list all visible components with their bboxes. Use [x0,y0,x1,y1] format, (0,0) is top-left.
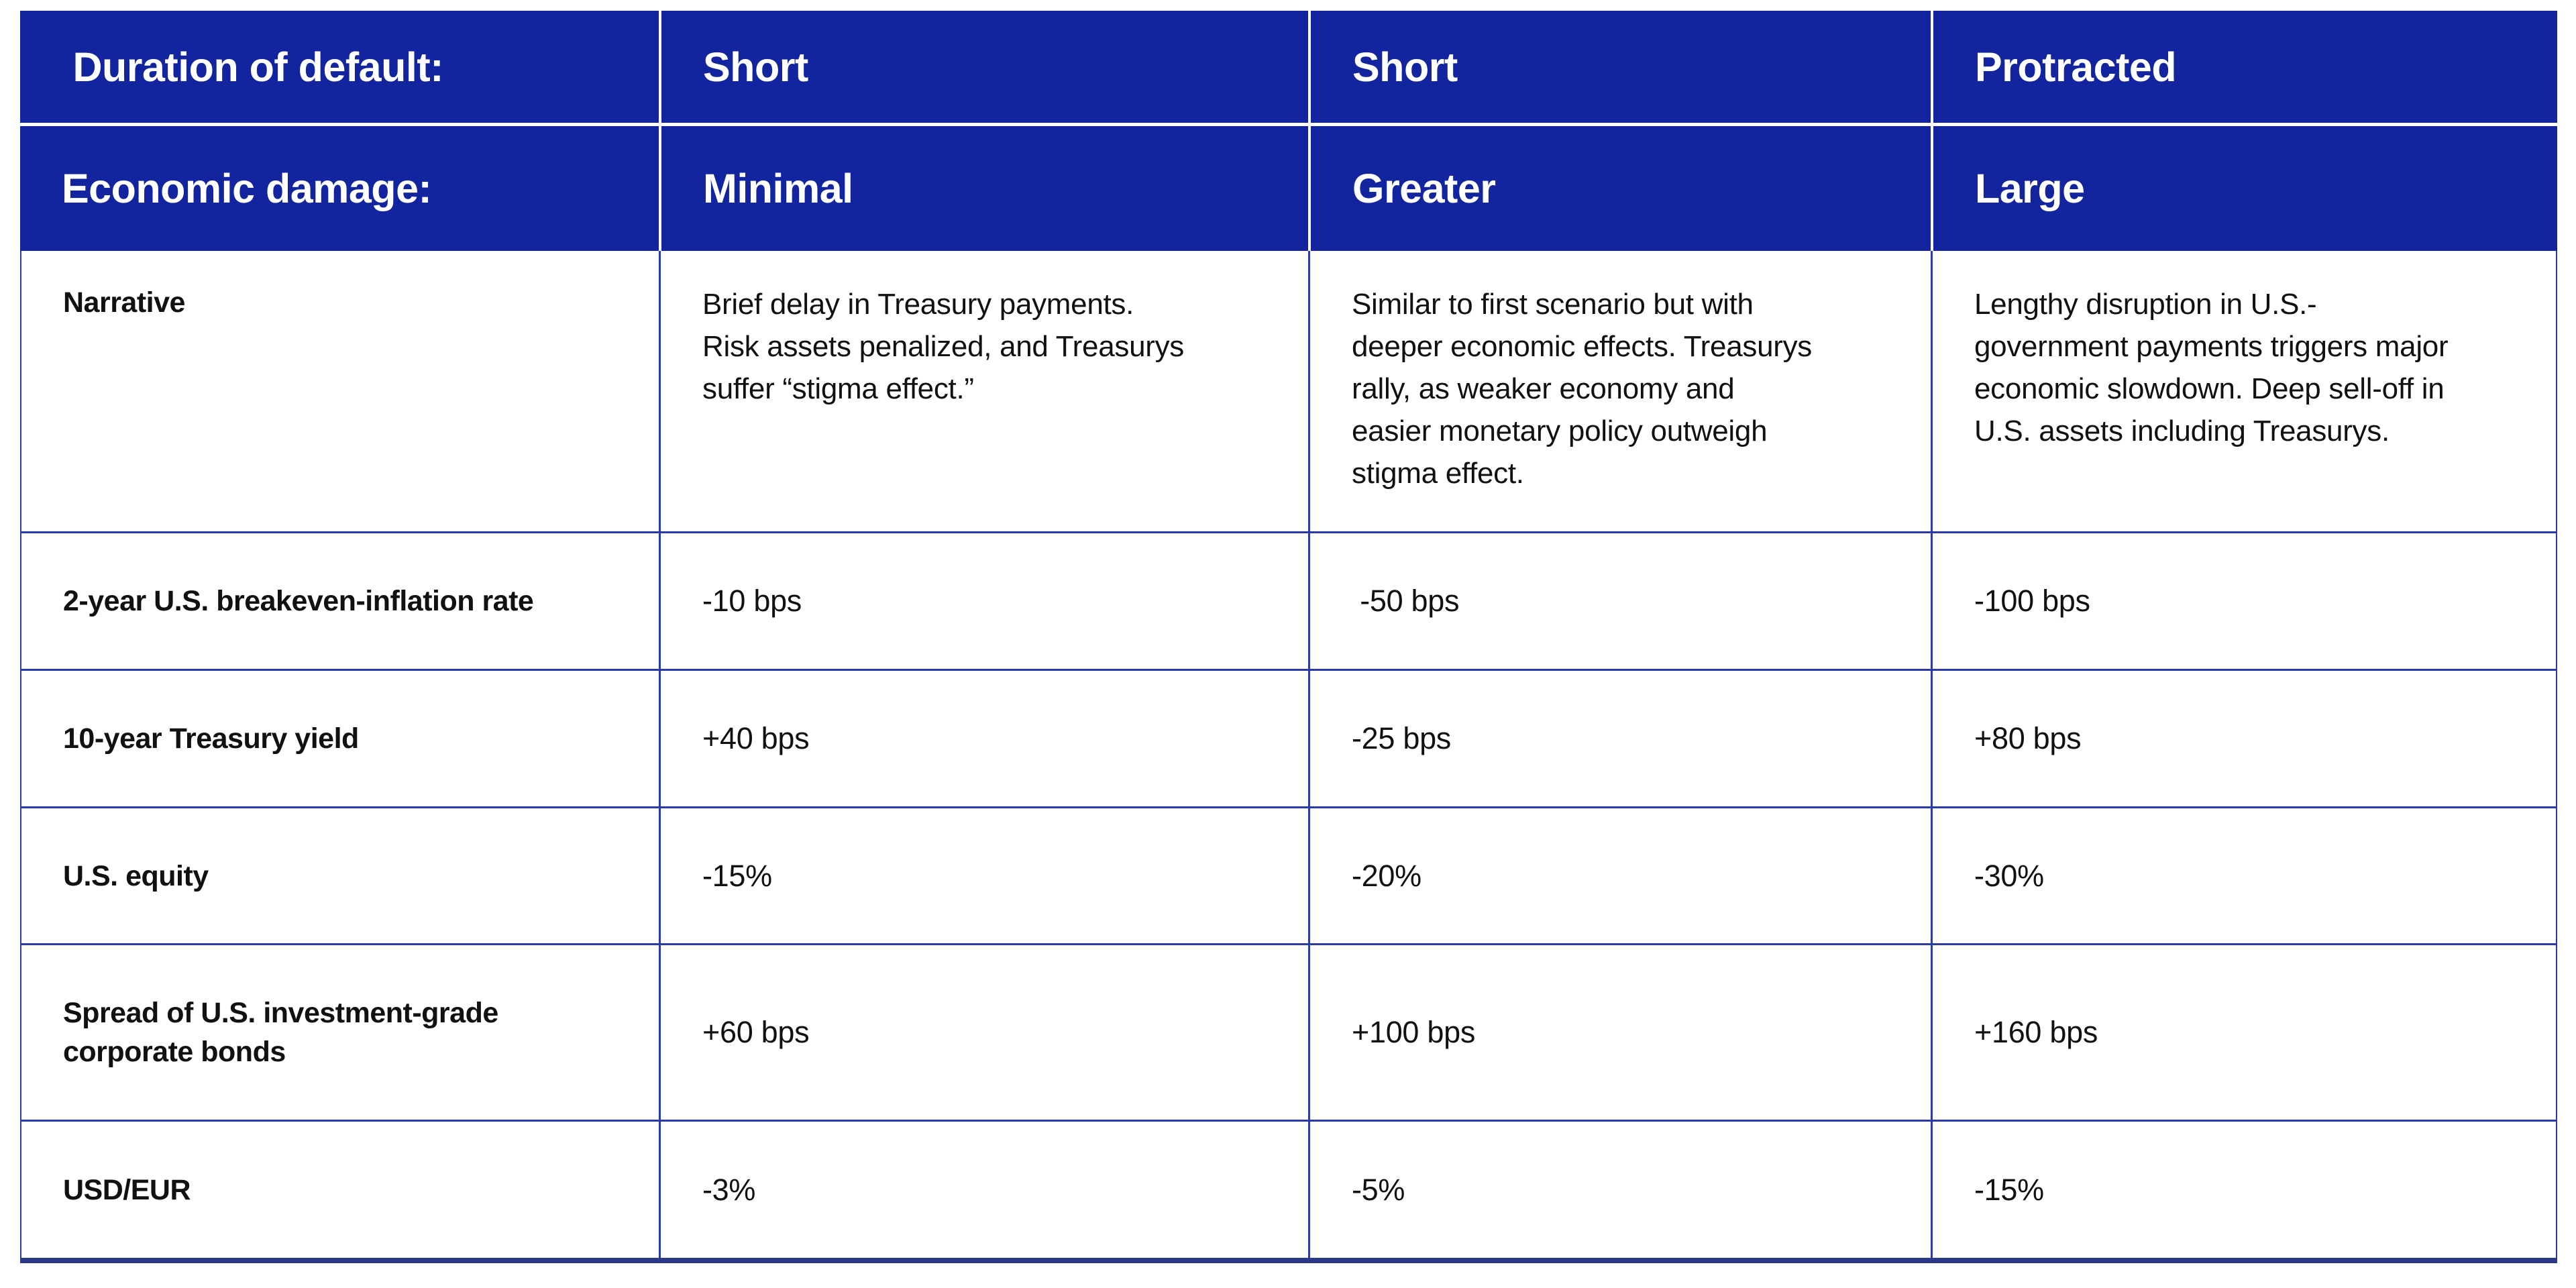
cell-narrative-scenario-1: Brief delay in Treasury payments. Risk a… [659,251,1308,531]
header-cell-damage-scenario-3: Large [1931,126,2557,251]
row-label-us-equity: U.S. equity [63,859,209,892]
cell-us-equity-scenario-1: -15% [659,808,1308,943]
cell-usd-eur-scenario-2: -5% [1308,1122,1931,1258]
table-row-breakeven-inflation: 2-year U.S. breakeven-inflation rate -10… [21,531,2556,669]
scenario-table: Duration of default: Short Short Protrac… [20,11,2557,1263]
cell-ig-spread-scenario-1: +60 bps [659,945,1308,1120]
row-label-ig-spread: Spread of U.S. investment-grade corporat… [63,997,498,1068]
row-label-usd-eur: USD/EUR [63,1173,191,1206]
cell-usd-eur-scenario-3: -15% [1931,1122,2556,1258]
header-cell-duration-scenario-3: Protracted [1931,11,2557,123]
header-cell-damage-scenario-2: Greater [1308,126,1931,251]
table-row-narrative: Narrative Brief delay in Treasury paymen… [21,251,2556,531]
header-cell-duration-scenario-2: Short [1308,11,1931,123]
cell-ig-spread-scenario-3: +160 bps [1931,945,2556,1120]
header-cell-damage-scenario-1: Minimal [659,126,1308,251]
table-row-treasury-yield: 10-year Treasury yield +40 bps -25 bps +… [21,669,2556,806]
header-row-damage: Economic damage: Minimal Greater Large [20,126,2557,251]
cell-us-equity-scenario-3: -30% [1931,808,2556,943]
table-row-ig-spread: Spread of U.S. investment-grade corporat… [21,943,2556,1120]
table-row-usd-eur: USD/EUR -3% -5% -15% [21,1120,2556,1258]
table-row-us-equity: U.S. equity -15% -20% -30% [21,806,2556,943]
row-label-narrative: Narrative [63,286,185,319]
cell-usd-eur-scenario-1: -3% [659,1122,1308,1258]
header-row-duration: Duration of default: Short Short Protrac… [20,11,2557,126]
header-cell-damage-label: Economic damage: [62,166,432,211]
header-cell-duration-scenario-1: Short [659,11,1308,123]
row-label-treasury-yield: 10-year Treasury yield [63,722,359,755]
cell-narrative-scenario-3: Lengthy disruption in U.S.- government p… [1931,251,2556,531]
cell-breakeven-scenario-3: -100 bps [1931,533,2556,669]
cell-breakeven-scenario-2: -50 bps [1308,533,1931,669]
cell-ig-spread-scenario-2: +100 bps [1308,945,1931,1120]
cell-treasury-yield-scenario-2: -25 bps [1308,671,1931,806]
row-label-breakeven-inflation: 2-year U.S. breakeven-inflation rate [63,585,534,617]
cell-narrative-scenario-2: Similar to first scenario but with deepe… [1308,251,1931,531]
cell-treasury-yield-scenario-1: +40 bps [659,671,1308,806]
table-body: Narrative Brief delay in Treasury paymen… [20,251,2557,1258]
cell-us-equity-scenario-2: -20% [1308,808,1931,943]
header-cell-duration-label: Duration of default: [62,44,443,90]
cell-breakeven-scenario-1: -10 bps [659,533,1308,669]
cell-treasury-yield-scenario-3: +80 bps [1931,671,2556,806]
